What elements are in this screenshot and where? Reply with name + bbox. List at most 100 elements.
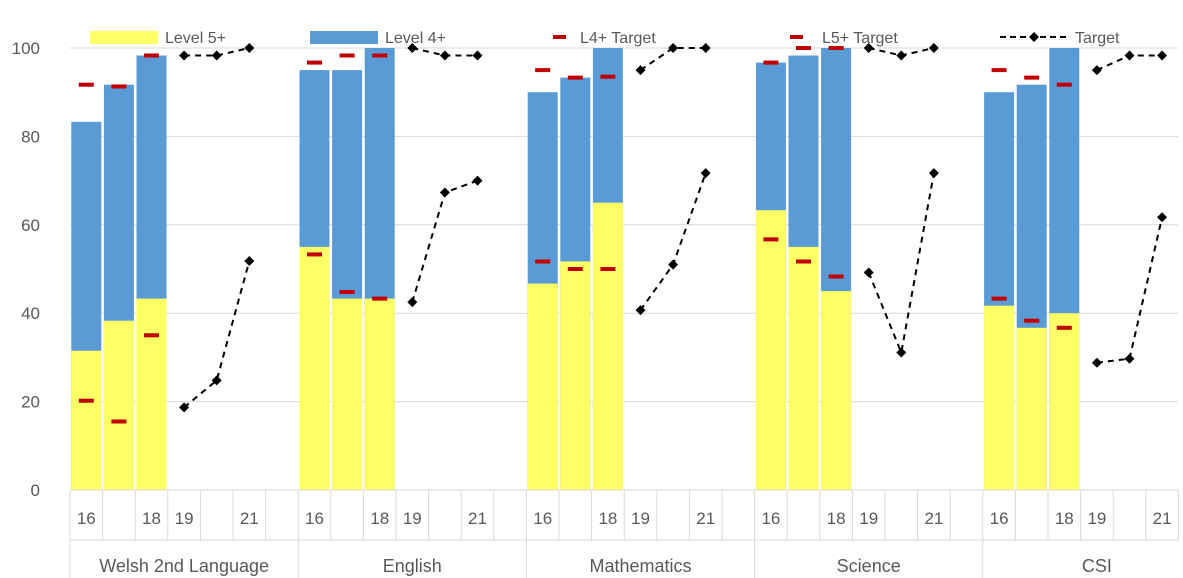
bar-level5 <box>755 210 786 491</box>
legend-label: Target <box>1075 30 1120 47</box>
target-line <box>1096 217 1164 364</box>
l4-target-marker <box>372 53 388 58</box>
l5-target-marker <box>78 398 94 403</box>
target-point <box>668 259 679 270</box>
l4-target-marker <box>78 82 94 87</box>
x-tick-label: 19 <box>859 509 878 528</box>
bar-level5 <box>788 246 819 490</box>
target-line <box>639 172 707 311</box>
bar-level5 <box>1016 327 1047 490</box>
l5-target-marker <box>991 296 1007 301</box>
bar-level5 <box>1049 313 1080 490</box>
l4-target-marker <box>339 53 355 58</box>
y-tick-label: 80 <box>21 127 40 146</box>
target-point <box>211 50 222 61</box>
y-tick-label: 100 <box>12 39 40 58</box>
x-tick-label: 16 <box>761 509 780 528</box>
l5-target-marker <box>339 289 355 294</box>
l4-target-marker <box>600 74 616 79</box>
target-point <box>439 50 450 61</box>
legend-swatch-marker <box>1029 32 1039 42</box>
target-point <box>700 43 711 53</box>
l4-target-marker <box>1056 82 1072 87</box>
target-line <box>411 179 478 303</box>
x-tick-label: 21 <box>240 509 259 528</box>
target-point <box>928 43 939 53</box>
target-line <box>183 260 251 409</box>
x-tick-label: 21 <box>696 509 715 528</box>
group-label: Science <box>837 556 901 576</box>
l4-target-marker <box>535 68 551 73</box>
target-point <box>635 65 646 76</box>
bar-layer <box>71 48 1080 491</box>
x-tick-label: 21 <box>468 509 487 528</box>
l5-target-marker <box>567 267 583 271</box>
x-tick-label: 18 <box>1055 509 1074 528</box>
group-label: CSI <box>1082 556 1112 576</box>
bar-level5 <box>821 291 852 490</box>
x-tick-label: 16 <box>77 509 96 528</box>
target-point <box>863 43 874 53</box>
legend: Level 5+ Level 4+ L4+ Target L5+ Target Targ… <box>90 30 1120 47</box>
target-point <box>211 375 222 386</box>
l5-target-marker <box>828 274 844 279</box>
l5-target-marker <box>600 267 616 271</box>
l4-target-marker <box>991 68 1007 73</box>
legend-swatch <box>90 31 158 44</box>
y-axis: 0 20 40 60 80 100 <box>12 39 40 500</box>
bar-level5 <box>527 283 558 490</box>
legend-label: L5+ Target <box>822 30 898 47</box>
l4-target-marker <box>796 46 811 50</box>
x-tick-label: 18 <box>142 509 161 528</box>
target-line <box>867 172 935 357</box>
l5-target-marker <box>535 259 551 264</box>
x-axis: 16 18 19 21 Welsh 2nd Language 16 18 19 21 Englis… <box>69 489 1179 578</box>
target-point <box>179 402 190 413</box>
legend-label: Level 4+ <box>385 30 446 47</box>
bar-level5 <box>332 298 363 490</box>
bar-level5 <box>364 298 395 490</box>
target-point <box>863 267 874 278</box>
target-point <box>1124 353 1135 364</box>
l4-target-marker <box>307 60 322 65</box>
legend-swatch <box>790 35 803 39</box>
l5-target-marker <box>1056 325 1072 330</box>
target-line-layer <box>179 43 1168 413</box>
target-point <box>635 305 646 316</box>
target-point <box>668 43 679 53</box>
bar-level5 <box>103 320 134 490</box>
bar-level5 <box>592 202 623 490</box>
group-label: Welsh 2nd Language <box>99 556 269 576</box>
x-tick-label: 18 <box>370 509 389 528</box>
l4-target-marker <box>567 75 583 80</box>
target-point <box>472 175 483 186</box>
bar-level5 <box>71 350 102 490</box>
target-point <box>407 43 418 53</box>
l4-target-marker <box>763 60 779 65</box>
x-tick-label: 19 <box>1087 509 1106 528</box>
l5-target-marker <box>372 296 388 301</box>
legend-label: Level 5+ <box>165 30 226 47</box>
l5-target-marker <box>796 259 811 264</box>
target-point <box>1157 212 1168 223</box>
x-tick-label: 19 <box>403 509 422 528</box>
bar-level5 <box>984 305 1015 490</box>
target-point <box>244 256 255 267</box>
y-tick-label: 40 <box>21 304 40 323</box>
group-label: Mathematics <box>589 556 691 576</box>
target-point <box>439 187 450 198</box>
y-tick-label: 60 <box>21 216 40 235</box>
group-label: English <box>383 556 442 576</box>
x-tick-label: 16 <box>533 509 552 528</box>
target-point <box>1157 50 1168 61</box>
x-tick-label: 18 <box>598 509 617 528</box>
legend-swatch <box>310 31 378 44</box>
target-point <box>896 50 907 61</box>
x-tick-label: 19 <box>631 509 650 528</box>
x-tick-label: 16 <box>990 509 1009 528</box>
legend-label: L4+ Target <box>580 30 656 47</box>
target-point <box>896 347 907 358</box>
target-point <box>1124 50 1135 61</box>
l5-target-marker <box>763 237 779 242</box>
target-point <box>407 297 418 308</box>
